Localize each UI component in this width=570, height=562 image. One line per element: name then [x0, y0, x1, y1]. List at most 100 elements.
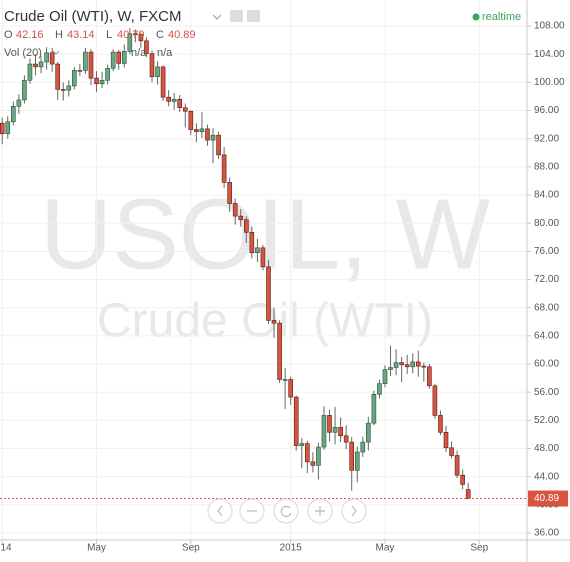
- candle-body: [138, 34, 144, 42]
- x-tick-label: Sep: [182, 543, 200, 554]
- candle-body: [72, 70, 77, 87]
- candle-body: [210, 134, 216, 141]
- candle-body: [166, 96, 171, 102]
- ohlc-value: 42.16: [16, 29, 44, 41]
- header: Crude Oil (WTI), W, FXCM realtime O 42.1…: [4, 8, 521, 59]
- candle-body: [438, 415, 443, 433]
- candle-body: [11, 106, 16, 123]
- candle-body: [221, 154, 227, 183]
- candle-body: [266, 266, 271, 321]
- y-tick-label: 100.00: [534, 77, 565, 88]
- candle-body: [244, 219, 249, 233]
- y-tick-label: 52.00: [534, 415, 559, 426]
- y-tick-label: 92.00: [534, 133, 559, 144]
- x-tick-label: May: [87, 543, 106, 554]
- candle-body: [404, 364, 410, 368]
- candle-body: [177, 98, 183, 109]
- candle-body: [238, 215, 244, 220]
- y-tick-label: 80.00: [534, 218, 559, 229]
- candle-body: [5, 121, 11, 135]
- candle-body: [260, 247, 266, 268]
- candle-body: [199, 128, 205, 132]
- candle-body: [94, 77, 99, 85]
- candle-body: [194, 129, 199, 132]
- candle-body: [232, 203, 238, 217]
- y-tick-label: 72.00: [534, 274, 559, 285]
- candle-body: [144, 40, 149, 54]
- candle-body: [399, 362, 404, 365]
- candle-body: [155, 66, 160, 78]
- candle-body: [33, 63, 38, 68]
- settings-icon[interactable]: [230, 10, 243, 22]
- ohlc-label: C: [156, 29, 164, 41]
- candle-body: [88, 51, 94, 79]
- candle-body: [38, 61, 44, 68]
- candle-body: [382, 369, 388, 385]
- candle-body: [249, 232, 255, 254]
- candle-body: [116, 51, 122, 64]
- candle-body: [460, 474, 465, 485]
- volume-value: n/a: [131, 47, 147, 59]
- candle-body: [188, 110, 194, 130]
- candle-body: [44, 52, 49, 63]
- y-tick-label: 68.00: [534, 302, 559, 313]
- candle-body: [454, 455, 460, 476]
- ohlc-value: 43.14: [67, 29, 95, 41]
- candle-body: [343, 435, 349, 443]
- candle-body: [321, 415, 327, 448]
- candle-body: [288, 379, 293, 398]
- candle-body: [271, 320, 277, 324]
- dropdown-icon[interactable]: [212, 14, 222, 20]
- x-tick-label: 2015: [280, 543, 303, 554]
- candle-body: [16, 99, 22, 107]
- candle-body: [49, 52, 55, 65]
- candle-body: [377, 383, 382, 395]
- volume-label: Vol (20): [4, 47, 42, 59]
- candle-body: [327, 415, 332, 433]
- candle-body: [60, 89, 66, 91]
- candle-body: [332, 427, 338, 433]
- reset-button[interactable]: [273, 498, 299, 524]
- candle-body: [22, 79, 27, 101]
- candle-body: [121, 51, 127, 64]
- y-tick-label: 84.00: [534, 190, 559, 201]
- last-price-box: [528, 490, 568, 507]
- icon: [280, 505, 292, 517]
- candle-body: [255, 247, 260, 254]
- candle-body: [338, 427, 343, 437]
- ohlc-value: 40.89: [168, 29, 196, 41]
- plot: [0, 28, 527, 500]
- watermark: USOIL, W Crude Oil (WTI): [40, 178, 491, 347]
- candle-body: [83, 51, 88, 71]
- scroll-right-button[interactable]: [341, 498, 367, 524]
- candle-body: [371, 393, 377, 424]
- candle-body: [282, 379, 288, 381]
- candle-body: [149, 53, 155, 78]
- navigation: [207, 498, 367, 524]
- dropdown-icon[interactable]: [52, 50, 60, 55]
- candle-body: [310, 461, 316, 466]
- candle-body: [427, 366, 432, 387]
- status: realtime: [482, 11, 521, 23]
- candle-body: [388, 367, 393, 370]
- volume-value: n/a: [157, 47, 173, 59]
- candle-body: [299, 443, 305, 446]
- y-tick-label: 64.00: [534, 330, 559, 341]
- candle-body: [77, 70, 83, 72]
- scroll-left-button[interactable]: [207, 498, 233, 524]
- candle-body: [449, 447, 454, 456]
- candle-body: [465, 489, 471, 499]
- last-price-label: 40.89: [534, 493, 559, 504]
- close-icon[interactable]: [247, 10, 260, 22]
- candle-body: [360, 441, 366, 453]
- ohlc-value: 40.79: [117, 29, 145, 41]
- y-tick-label: 104.00: [534, 49, 565, 60]
- candle-body: [443, 431, 449, 449]
- candle-body: [127, 33, 133, 52]
- candle-body: [432, 385, 438, 416]
- candle-body: [354, 451, 360, 471]
- y-tick-label: 96.00: [534, 105, 559, 116]
- candle-body: [160, 66, 166, 98]
